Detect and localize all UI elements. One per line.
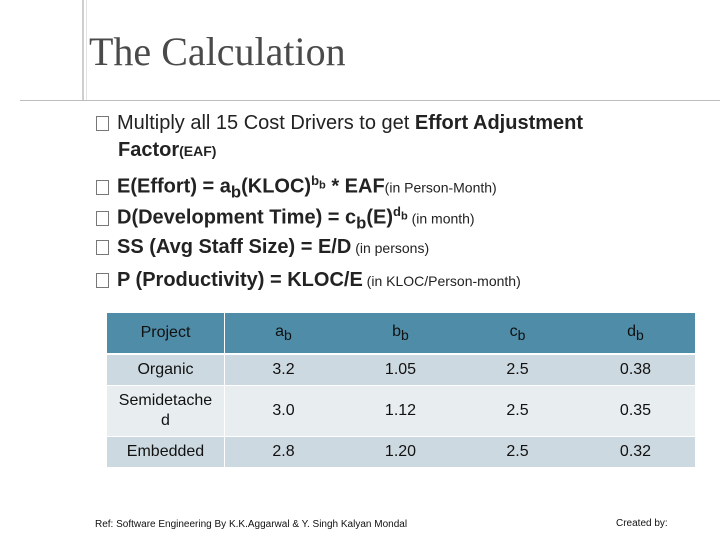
title-divider [20,100,720,101]
table-cell: 1.05 [342,355,459,386]
table-cell: 3.2 [225,355,342,386]
bullet-dev-time: D(Development Time) = cb(E)db (in month) [96,204,475,234]
formula-text: (KLOC) [241,175,312,198]
formula-text: (E) [366,206,393,229]
bullet-bold-text: Effort Adjustment [414,112,584,134]
unit-note: (in month) [407,210,475,227]
table-cell: 2.5 [459,355,576,386]
bullet-eaf-continuation: Factor(EAF) [118,139,216,162]
unit-note: (in KLOC/Person-month) [362,273,521,289]
table-cell: 0.35 [576,386,695,437]
formula-text: SS (Avg Staff Size) = E/D [117,236,352,258]
bullet-box-icon [96,116,109,131]
table-cell: 0.32 [576,437,695,467]
header-d: db [576,313,695,355]
table-row: Embedded 2.8 1.20 2.5 0.32 [107,437,695,467]
table-cell: 2.5 [459,437,576,467]
formula-exponent: db [393,204,408,223]
header-a: ab [225,313,342,355]
header-c: cb [459,313,576,355]
unit-note: (in persons) [351,240,430,256]
bullet-productivity: P (Productivity) = KLOC/E (in KLOC/Perso… [96,269,521,292]
table-cell: 3.0 [225,386,342,437]
table-cell: 0.38 [576,355,695,386]
reference-footer: Ref: Software Engineering By K.K.Aggarwa… [95,519,408,530]
created-by-footer: Created by: [616,518,668,529]
table-cell: Embedded [107,437,225,467]
table-cell: 1.12 [342,386,459,437]
bullet-box-icon [96,240,109,255]
bullet-box-icon [96,210,109,226]
table-cell: Organic [107,355,225,386]
table-header-row: Project ab bb cb db [107,313,695,355]
left-decor-rule [82,0,84,101]
bullet-staff-size: SS (Avg Staff Size) = E/D (in persons) [96,236,429,259]
header-b: bb [342,313,459,355]
table-cell: Semidetached [107,386,225,437]
bullet-small-text: (EAF) [179,143,217,159]
bullet-effort: E(Effort) = ab(KLOC)bb * EAF(in Person-M… [96,173,497,203]
formula-exponent: bb [311,173,326,192]
table-row: Semidetached 3.0 1.12 2.5 0.35 [107,386,695,437]
header-project: Project [107,313,225,355]
left-decor-rule-thin [86,0,87,101]
unit-note: (in Person-Month) [384,179,497,196]
table-cell: 1.20 [342,437,459,467]
cocomo-coefficients-table: Project ab bb cb db Organic 3.2 1.05 2.5… [107,313,695,467]
formula-text: D(Development Time) = c [117,206,357,229]
bullet-eaf: Multiply all 15 Cost Drivers to get Effo… [96,112,583,135]
table-row: Organic 3.2 1.05 2.5 0.38 [107,355,695,386]
bullet-bold-text: Factor [118,139,180,161]
formula-subscript: b [230,182,242,202]
bullet-text: Multiply all 15 Cost Drivers to get [117,112,415,134]
formula-text: P (Productivity) = KLOC/E [117,269,363,291]
formula-text: E(Effort) = a [117,175,231,198]
formula-subscript: b [356,213,367,233]
slide-title: The Calculation [89,29,346,74]
bullet-box-icon [96,273,109,288]
formula-text: * EAF [325,175,385,198]
bullet-box-icon [96,179,109,195]
table-cell: 2.5 [459,386,576,437]
table-cell: 2.8 [225,437,342,467]
